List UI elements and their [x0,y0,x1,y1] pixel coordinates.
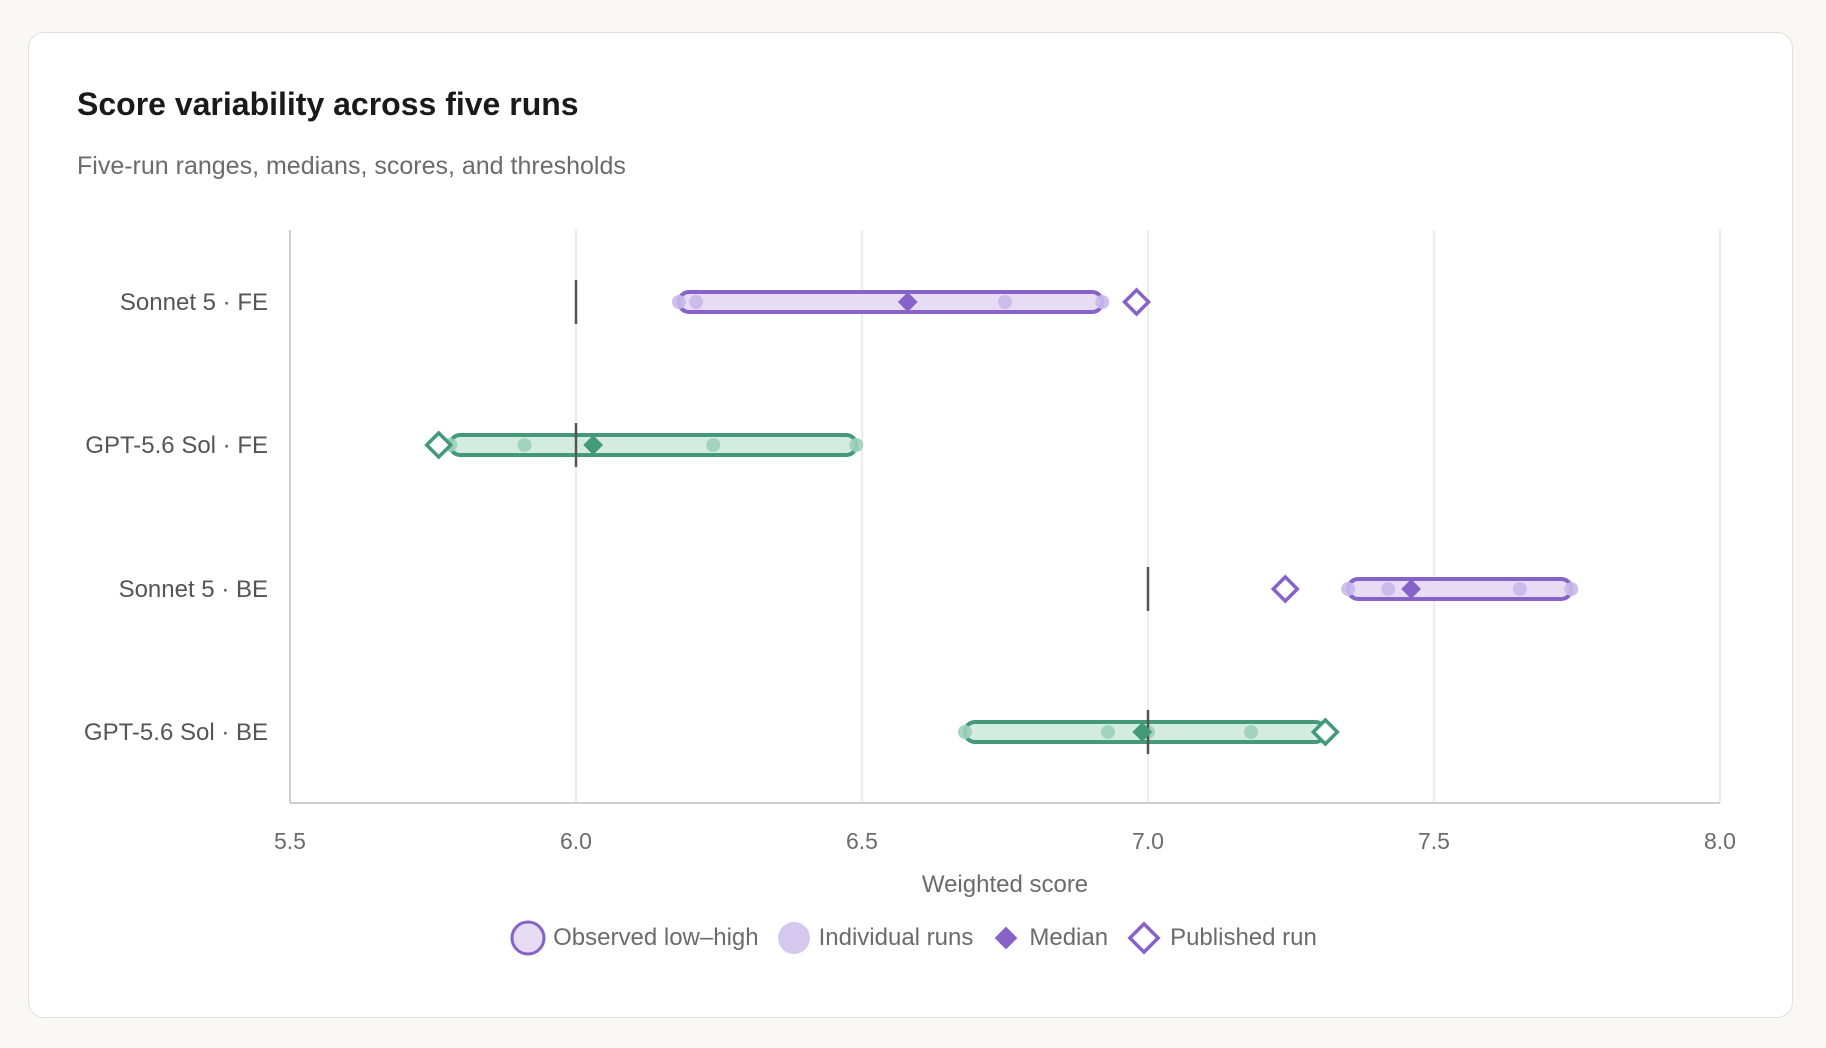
row-label: GPT-5.6 Sol · BE [84,719,268,746]
run-dot [689,295,704,309]
x-tick-label: 7.5 [1418,828,1450,854]
run-dot [671,295,686,309]
row-label: GPT-5.6 Sol · FE [85,432,268,459]
x-tick-label: 6.0 [560,828,592,854]
median-marker [1401,579,1422,599]
x-tick-label: 8.0 [1704,828,1736,854]
run-dot [1341,582,1356,596]
run-dot [1243,725,1258,739]
run-dot [1512,582,1527,596]
legend-label-runs: Individual runs [818,924,974,951]
run-dot [957,725,972,739]
legend-label-published: Published run [1170,924,1317,951]
run-dot [1381,582,1396,596]
chart-legend: Observed low–high Individual runs Median… [0,916,1826,960]
x-axis-label: Weighted score [922,871,1088,898]
range-bar [676,290,1105,314]
x-tick-label: 5.5 [274,828,306,854]
run-dot [1095,295,1110,309]
run-dot [1100,725,1115,739]
legend-item-runs: Individual runs [775,919,974,957]
range-swatch-icon [510,920,546,956]
run-dot [998,295,1012,309]
legend-label-range: Observed low–high [553,924,759,951]
row-label: Sonnet 5 · BE [119,576,268,603]
median-marker [897,292,918,312]
published-marker [424,430,454,460]
row-label: Sonnet 5 · FE [120,289,268,316]
run-dot [849,438,864,452]
median-marker [583,435,604,455]
diamond-outline-icon [1127,921,1161,955]
dot-swatch-icon [777,922,810,954]
published-marker [1310,717,1340,747]
legend-item-published: Published run [1124,918,1317,958]
legend-item-range: Observed low–high [509,919,759,957]
legend-label-median: Median [1029,924,1109,951]
range-bar [448,433,859,457]
run-dot [517,438,532,452]
run-dot [706,438,721,452]
published-marker [1270,574,1300,604]
chart-title: Score variability across five runs [77,86,579,122]
diamond-filled-icon [995,926,1018,950]
chart-subtitle: Five-run ranges, medians, scores, and th… [77,152,626,180]
median-marker [1132,722,1153,742]
x-tick-label: 7.0 [1132,828,1164,854]
chart-card [28,32,1793,1018]
run-dot [1564,582,1579,596]
published-marker [1122,287,1152,317]
legend-item-median: Median [989,921,1108,955]
x-tick-label: 6.5 [846,828,878,854]
